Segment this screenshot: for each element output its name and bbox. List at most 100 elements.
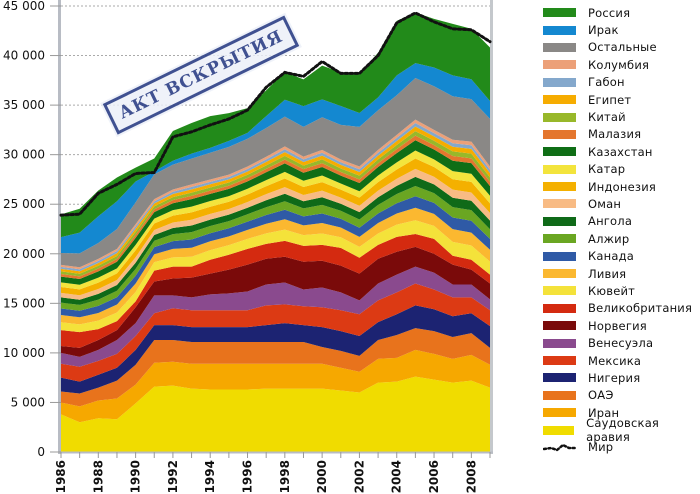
legend-label: Саудовская аравия (586, 416, 660, 445)
y-tick-label: 30 000 (3, 148, 45, 162)
legend-label: Россия (588, 5, 631, 20)
world-total-line (59, 11, 492, 217)
area-17 (61, 135, 490, 279)
legend-label: Мексика (588, 353, 642, 368)
legend-swatch (543, 60, 576, 70)
area-24 (61, 12, 490, 238)
legend-swatch (543, 373, 576, 383)
area-1 (61, 349, 490, 423)
legend-swatch (543, 164, 576, 174)
legend-item: Катар (543, 161, 700, 178)
legend-item: Иран (543, 404, 700, 421)
legend-dotted-line-icon (543, 443, 576, 452)
legend-swatch (543, 25, 576, 35)
area-7 (61, 233, 490, 348)
legend-label: Иран (588, 405, 620, 420)
legend-swatch (543, 425, 575, 435)
legend-label: Египет (588, 92, 632, 107)
legend-label: Мир (588, 440, 614, 455)
legend-swatch (543, 42, 576, 52)
x-tick-label: 1990 (129, 460, 143, 493)
legend-swatch (543, 182, 576, 192)
area-16 (61, 140, 490, 285)
y-axis (58, 0, 61, 454)
x-tick-label: 2002 (352, 460, 366, 493)
y-tick-label: 10 000 (3, 346, 45, 360)
legend-label: Норвегия (588, 318, 647, 333)
legend-swatch (543, 216, 576, 226)
legend-swatch (543, 321, 576, 331)
x-axis-ticks: 1986 1988 1990 1992 1994 1996 1998 2000 2002 2004… (54, 452, 491, 493)
x-tick-label: 2000 (315, 460, 329, 493)
y-tick-label: 15 000 (3, 296, 45, 310)
legend-swatch (543, 112, 576, 122)
area-12 (61, 176, 490, 305)
area-11 (61, 185, 490, 311)
x-tick-label: 1986 (54, 460, 68, 493)
y-axis-ticks: 0 5 000 10 000 15 000 20 000 25 000 30 000 35 0… (3, 0, 61, 459)
x-tick-label: 1988 (91, 460, 105, 493)
x-tick-label: 1998 (278, 460, 292, 493)
legend-label: Алжир (588, 231, 630, 246)
legend-label: Канада (588, 249, 634, 264)
legend-label: Кювейт (588, 283, 636, 298)
legend-label: Оман (588, 196, 622, 211)
legend-label: Нигерия (588, 370, 641, 385)
area-2 (61, 328, 490, 407)
area-6 (61, 246, 490, 357)
area-4 (61, 283, 490, 382)
legend-swatch (543, 408, 576, 418)
legend-swatch (543, 77, 576, 87)
legend-swatch (543, 8, 576, 18)
area-15 (61, 150, 490, 290)
legend-item: Алжир (543, 230, 700, 247)
legend-item: Нигерия (543, 369, 700, 386)
x-tick-label: 1992 (166, 460, 180, 493)
legend-label: Катар (588, 162, 626, 177)
legend-item: Оман (543, 195, 700, 212)
legend-item: Кювейт (543, 282, 700, 299)
legend-label: Китай (588, 110, 626, 125)
x-tick-label: 2006 (427, 460, 441, 493)
legend-item: Египет (543, 91, 700, 108)
right-border (490, 0, 493, 454)
legend-item: Ангола (543, 213, 700, 230)
legend-item: Габон (543, 74, 700, 91)
legend-swatch (543, 147, 576, 157)
legend-label: Остальные (588, 40, 657, 55)
y-tick-label: 40 000 (3, 49, 45, 63)
area-8 (61, 220, 490, 333)
legend-swatch (543, 286, 576, 296)
legend-label: Великобритания (588, 301, 693, 316)
y-tick-label: 5 000 (11, 395, 45, 409)
legend-label: Габон (588, 75, 625, 90)
legend-swatch (543, 390, 576, 400)
legend-item: Остальные (543, 39, 700, 56)
legend-label: Ангола (588, 214, 633, 229)
y-tick-label: 0 (37, 445, 45, 459)
x-tick-label: 1996 (241, 460, 255, 493)
legend-swatch (543, 234, 576, 244)
area-series (61, 12, 490, 452)
legend-label: Венесуэла (588, 336, 654, 351)
legend-item: Китай (543, 108, 700, 125)
legend-item-world: Мир (543, 439, 700, 456)
x-tick-label: 2004 (390, 460, 404, 493)
legend-item: Мексика (543, 352, 700, 369)
legend-item: Россия (543, 4, 700, 21)
legend-swatch (543, 303, 576, 313)
area-0 (61, 376, 490, 452)
legend-label: Ливия (588, 266, 627, 281)
legend-swatch (543, 269, 576, 279)
legend-item: Канада (543, 247, 700, 264)
x-tick-label: 1994 (203, 460, 217, 493)
legend-label: Казахстан (588, 144, 653, 159)
legend-swatch (543, 251, 576, 261)
area-14 (61, 158, 490, 296)
legend-swatch (543, 129, 576, 139)
legend-item: Индонезия (543, 178, 700, 195)
legend-item: Колумбия (543, 56, 700, 73)
area-9 (61, 207, 490, 325)
legend-swatch (543, 338, 576, 348)
